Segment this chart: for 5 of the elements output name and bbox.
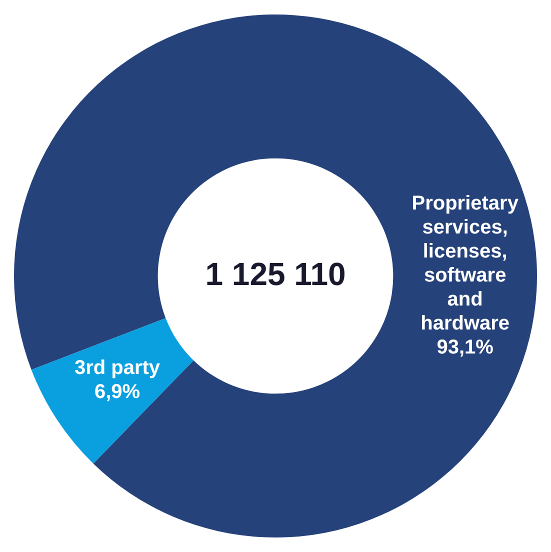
slice-label: Proprietary services, licenses, software and hardware	[412, 192, 520, 335]
text: 1 125 110	[205, 256, 346, 292]
data-label: 93,1%	[436, 336, 494, 359]
slice-label: 3rd party	[74, 356, 161, 379]
data-label: 6,9%	[94, 380, 140, 403]
